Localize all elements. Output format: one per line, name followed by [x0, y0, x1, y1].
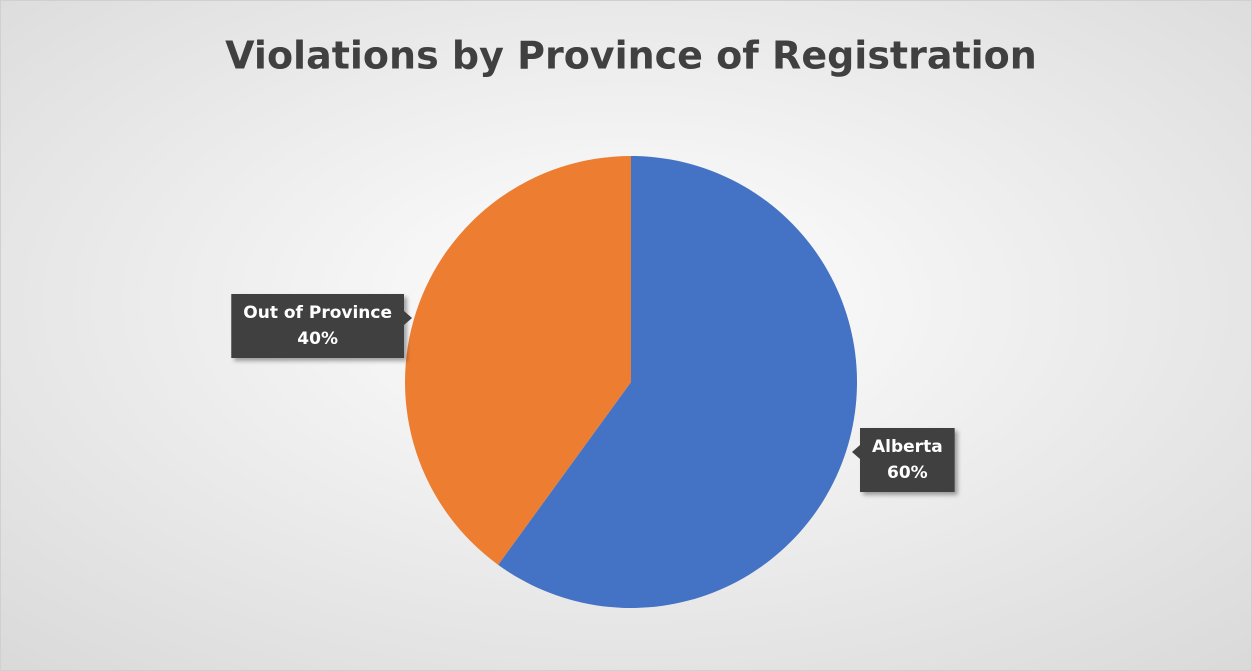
label-pointer	[852, 445, 860, 459]
chart-title: Violations by Province of Registration	[225, 34, 1037, 78]
label-pointer	[404, 311, 412, 325]
label-category: Out of Province	[243, 303, 392, 323]
label-box	[860, 428, 955, 492]
label-value: 40%	[297, 329, 338, 349]
label-category: Alberta	[872, 437, 943, 457]
data-label: Out of Province 40%	[231, 294, 412, 358]
pie-slice	[405, 155, 631, 565]
data-label: Alberta 60%	[852, 428, 955, 492]
label-value: 60%	[887, 463, 928, 483]
label-box	[231, 294, 404, 358]
pie-slice	[498, 156, 857, 609]
